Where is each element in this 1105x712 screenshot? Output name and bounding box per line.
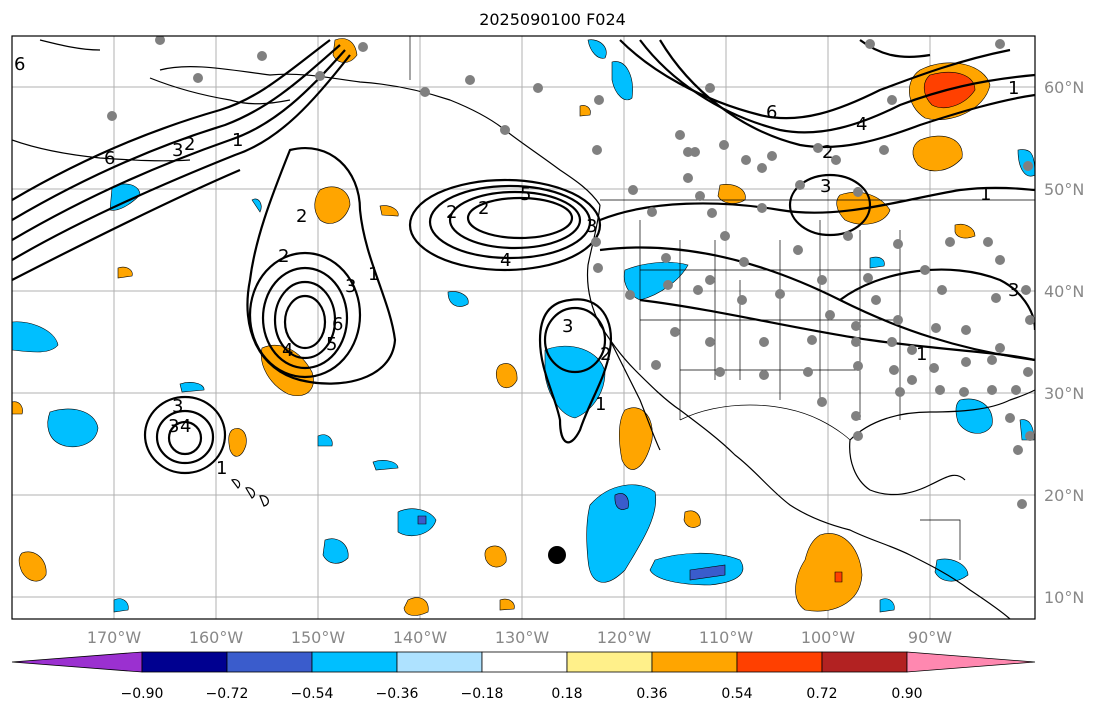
colorbar-tick: 0.90 <box>891 686 922 702</box>
contour-label: 6 <box>332 314 343 335</box>
colorbar-tick: 0.72 <box>806 686 837 702</box>
map-frame <box>11 35 1036 620</box>
contour-label: 1 <box>216 458 227 479</box>
contour-label: 1 <box>916 344 927 365</box>
contour-label: 4 <box>180 416 191 437</box>
contour-labels: 6 3 2 1 2 5 3 1 6 4 2 3 3 2 1 6 4 2 5 6 … <box>14 54 1019 479</box>
lon-label: 120°W <box>597 628 652 647</box>
latitude-labels: 60°N 50°N 40°N 30°N 20°N 10°N <box>1044 78 1084 607</box>
lon-label: 110°W <box>699 628 754 647</box>
colorbar-seg <box>651 651 738 673</box>
lon-label: 170°W <box>87 628 142 647</box>
contour-label: 3 <box>172 396 183 417</box>
storm-marker <box>548 546 566 564</box>
contour-label: 3 <box>172 140 183 161</box>
colorbar-tick: −0.72 <box>206 686 249 702</box>
contour-label: 6 <box>104 148 115 169</box>
contour-label: 3 <box>562 316 573 337</box>
lat-label: 10°N <box>1044 588 1084 607</box>
colorbar-tick: 0.36 <box>636 686 667 702</box>
colorbar-seg <box>11 651 143 673</box>
contour-label: 2 <box>478 198 489 219</box>
lat-label: 30°N <box>1044 384 1084 403</box>
colorbar-seg <box>141 651 228 673</box>
lat-label: 40°N <box>1044 282 1084 301</box>
contour-label: 2 <box>446 202 457 223</box>
contour-label: 2 <box>822 142 833 163</box>
lon-label: 100°W <box>801 628 856 647</box>
contour-label: 2 <box>600 344 611 365</box>
contour-label: 6 <box>766 102 777 123</box>
lat-label: 50°N <box>1044 180 1084 199</box>
colorbar-tick: 0.54 <box>721 686 752 702</box>
colorbar-seg <box>396 651 483 673</box>
lon-label: 90°W <box>908 628 952 647</box>
colorbar-tick: −0.54 <box>291 686 334 702</box>
map-title: 2025090100 F024 <box>479 10 626 29</box>
contour-label: 3 <box>345 276 356 297</box>
lat-label: 20°N <box>1044 486 1084 505</box>
coastlines <box>12 39 1035 619</box>
contour-label: 4 <box>856 114 867 135</box>
contour-label: 3 <box>820 176 831 197</box>
contour-label: 2 <box>296 206 307 227</box>
colorbar-tick: −0.90 <box>121 686 164 702</box>
colorbar-tick: 0.18 <box>551 686 582 702</box>
colorbar-tick: −0.18 <box>461 686 504 702</box>
contour-label: 6 <box>14 54 25 75</box>
station-markers <box>107 36 1035 509</box>
lon-label: 140°W <box>393 628 448 647</box>
colorbar-seg <box>311 651 398 673</box>
contour-label: 4 <box>500 250 511 271</box>
colorbar <box>11 651 1036 673</box>
contour-label: 2 <box>278 246 289 267</box>
contour-label: 3 <box>1008 280 1019 301</box>
contour-label: 3 <box>168 416 179 437</box>
anomaly-shading <box>12 38 1035 616</box>
contours <box>12 39 1035 475</box>
contour-label: 2 <box>184 134 195 155</box>
contour-label: 1 <box>1008 78 1019 99</box>
lat-label: 60°N <box>1044 78 1084 97</box>
colorbar-seg <box>226 651 313 673</box>
lon-label: 130°W <box>495 628 550 647</box>
contour-label: 1 <box>980 184 991 205</box>
longitude-labels: 170°W 160°W 150°W 140°W 130°W 120°W 110°… <box>87 628 952 647</box>
contour-label: 1 <box>595 394 606 415</box>
colorbar-seg <box>906 651 1036 673</box>
contour-label: 1 <box>368 264 379 285</box>
contour-label: 4 <box>282 340 293 361</box>
contour-label: 5 <box>520 184 531 205</box>
map-area <box>12 36 1035 619</box>
colorbar-seg <box>566 651 653 673</box>
lon-label: 150°W <box>291 628 346 647</box>
colorbar-seg <box>821 651 908 673</box>
contour-label: 3 <box>586 216 597 237</box>
colorbar-tick: −0.36 <box>376 686 419 702</box>
contour-label: 5 <box>326 334 337 355</box>
contour-label: 1 <box>232 130 243 151</box>
colorbar-ticks: −0.90 −0.72 −0.54 −0.36 −0.18 0.18 0.36 … <box>121 686 923 702</box>
colorbar-seg <box>736 651 823 673</box>
colorbar-seg <box>481 651 568 673</box>
lon-label: 160°W <box>189 628 244 647</box>
